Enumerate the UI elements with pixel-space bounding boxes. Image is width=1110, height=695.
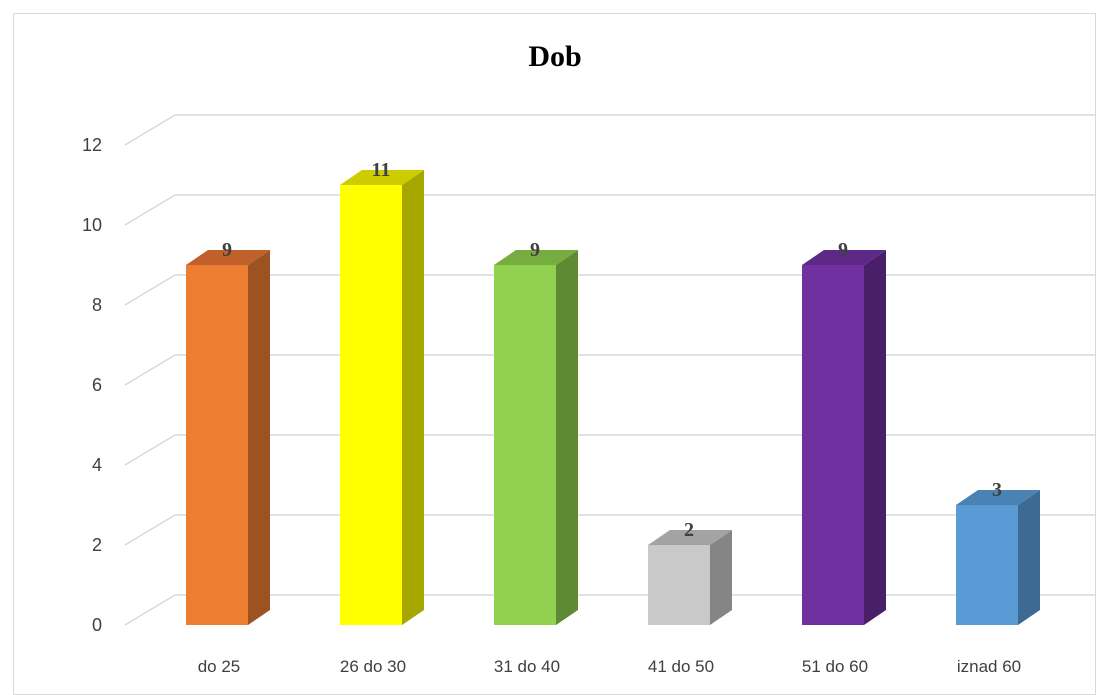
chart-title: Dob — [528, 40, 582, 73]
bar-side — [710, 530, 732, 625]
y-tick-label: 12 — [82, 135, 102, 155]
gridlines — [124, 114, 1096, 626]
y-tick-label: 0 — [92, 615, 102, 635]
bar-top — [956, 490, 1040, 505]
bar-side — [864, 250, 886, 625]
bar-front — [802, 265, 864, 625]
bar-side — [556, 250, 578, 625]
bar — [494, 250, 578, 625]
bar — [802, 250, 886, 625]
bar-side — [402, 170, 424, 625]
x-category-label: iznad 60 — [957, 657, 1021, 676]
bars — [186, 170, 1040, 625]
y-tick-label: 4 — [92, 455, 102, 475]
bar-side — [248, 250, 270, 625]
bar — [956, 490, 1040, 625]
y-tick-label: 6 — [92, 375, 102, 395]
bar-front — [186, 265, 248, 625]
bar — [648, 530, 732, 625]
data-label: 9 — [530, 239, 540, 261]
bar-front — [340, 185, 402, 625]
y-tick-label: 8 — [92, 295, 102, 315]
x-category-label: 26 do 30 — [340, 657, 406, 676]
gridline — [124, 434, 1096, 466]
bar — [340, 170, 424, 625]
data-labels: 9 11 9 2 9 3 — [222, 159, 1002, 541]
y-tick-label: 10 — [82, 215, 102, 235]
x-category-label: 31 do 40 — [494, 657, 560, 676]
bar-top — [494, 250, 578, 265]
gridline — [124, 594, 1096, 626]
x-category-label: do 25 — [198, 657, 241, 676]
gridline — [124, 194, 1096, 226]
gridline — [124, 354, 1096, 386]
data-label: 2 — [684, 519, 694, 541]
bar-top — [802, 250, 886, 265]
data-label: 3 — [992, 479, 1002, 501]
x-category-label: 51 do 60 — [802, 657, 868, 676]
bar-side — [1018, 490, 1040, 625]
bar-front — [648, 545, 710, 625]
data-label: 9 — [838, 239, 848, 261]
bar — [186, 250, 270, 625]
gridline — [124, 114, 1096, 146]
gridline — [124, 514, 1096, 546]
bar-front — [494, 265, 556, 625]
gridline — [124, 274, 1096, 306]
y-tick-label: 2 — [92, 535, 102, 555]
bar-top — [340, 170, 424, 185]
bar-front — [956, 505, 1018, 625]
x-axis-labels: do 25 26 do 30 31 do 40 41 do 50 51 do 60 izn… — [198, 657, 1021, 676]
bar-top — [648, 530, 732, 545]
bar-top — [186, 250, 270, 265]
y-axis-ticks: 0 2 4 6 8 10 12 — [82, 135, 102, 635]
data-label: 9 — [222, 239, 232, 261]
x-category-label: 41 do 50 — [648, 657, 714, 676]
data-label: 11 — [372, 159, 391, 181]
